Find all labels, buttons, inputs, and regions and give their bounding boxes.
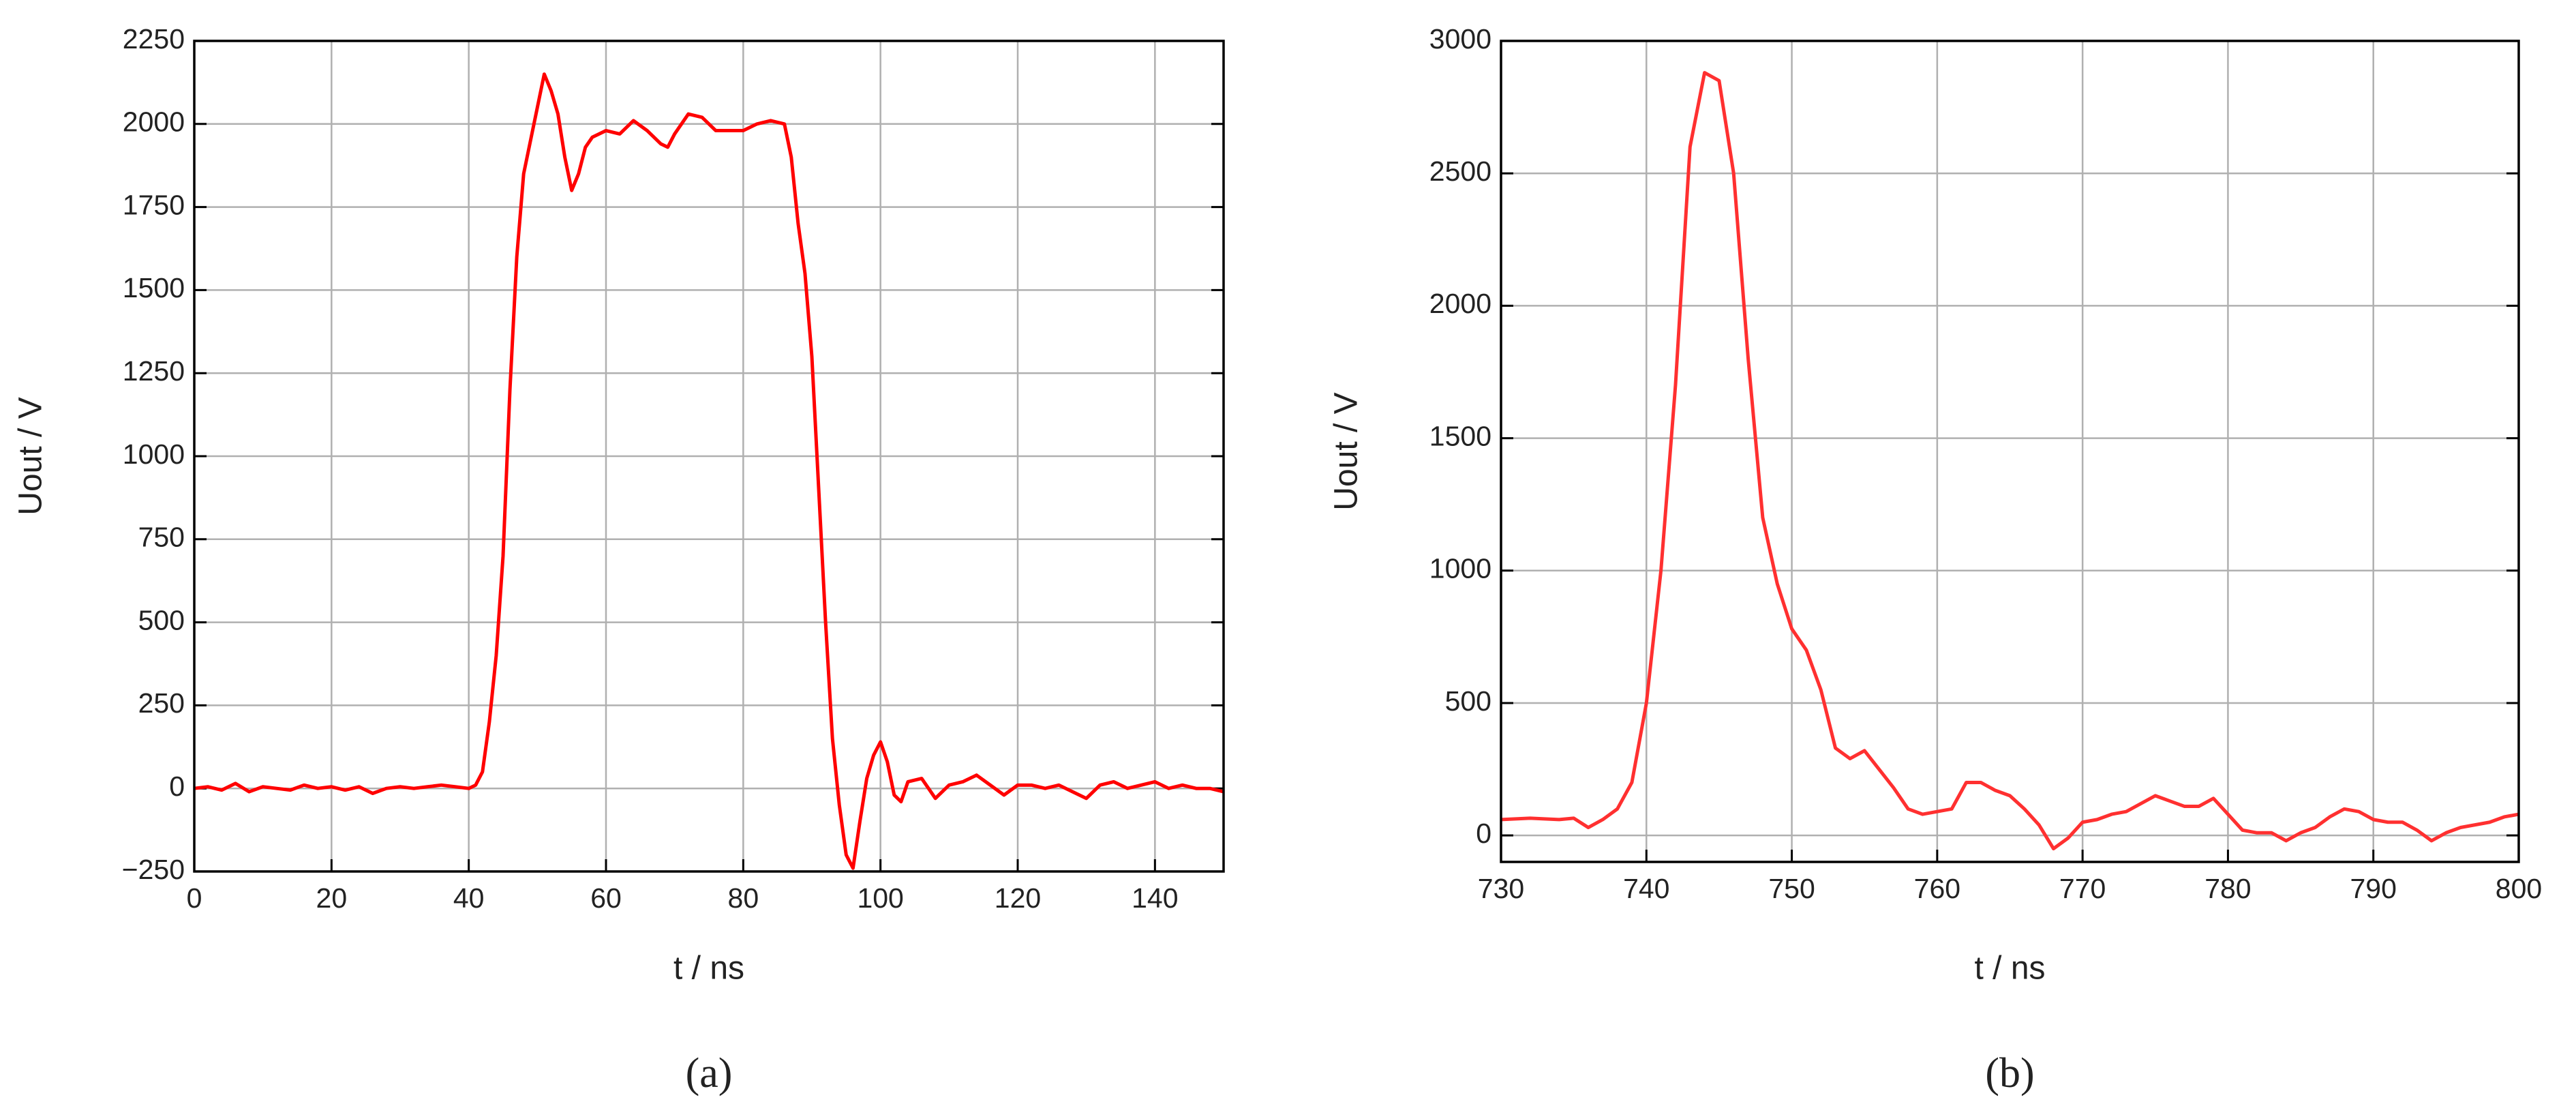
x-tick-label: 780 [2204,873,2251,904]
y-tick-label: 1000 [123,438,185,470]
y-tick-label: −250 [122,854,185,885]
y-tick-label: 2250 [123,23,185,55]
y-axis-title: Uout / V [1329,392,1365,510]
y-tick-label: 750 [138,522,185,553]
y-tick-label: 250 [138,687,185,719]
x-tick-label: 750 [1768,873,1815,904]
x-tick-label: 800 [2496,873,2542,904]
y-tick-label: 2000 [123,106,185,138]
y-tick-label: 1500 [123,272,185,303]
plot-frame [193,40,1225,873]
y-tick-label: 0 [169,771,185,802]
y-tick-label: 1750 [123,189,185,220]
x-tick-label: 80 [728,882,759,914]
y-tick-label: 500 [138,604,185,636]
x-tick-label: 20 [316,882,348,914]
x-tick-label: 140 [1132,882,1178,914]
y-tick-label: 1250 [123,355,185,387]
y-axis-title: Uout / V [13,397,49,515]
y-tick-label: 1000 [1429,553,1491,584]
x-tick-label: 760 [1914,873,1960,904]
data-line [194,72,1224,870]
y-tick-label: 2000 [1429,288,1491,319]
y-tick-label: 2500 [1429,155,1491,187]
y-tick-label: 3000 [1429,23,1491,55]
caption: (b) [1985,1050,2034,1096]
caption: (a) [686,1050,733,1096]
x-tick-label: 790 [2350,873,2397,904]
y-tick-label: 500 [1445,685,1491,717]
x-tick-label: 40 [453,882,485,914]
y-tick-label: 0 [1476,818,1491,849]
data-line [1500,71,2519,851]
plot-frame [1500,40,2520,863]
x-tick-label: 0 [187,882,202,914]
x-tick-label: 740 [1623,873,1669,904]
x-tick-label: 100 [857,882,903,914]
x-tick-label: 730 [1478,873,1524,904]
x-axis-title: t / ns [673,951,744,987]
y-tick-label: 1500 [1429,420,1491,451]
x-axis-title: t / ns [1974,951,2045,987]
x-tick-label: 120 [995,882,1041,914]
x-tick-label: 770 [2059,873,2106,904]
x-tick-label: 60 [590,882,622,914]
